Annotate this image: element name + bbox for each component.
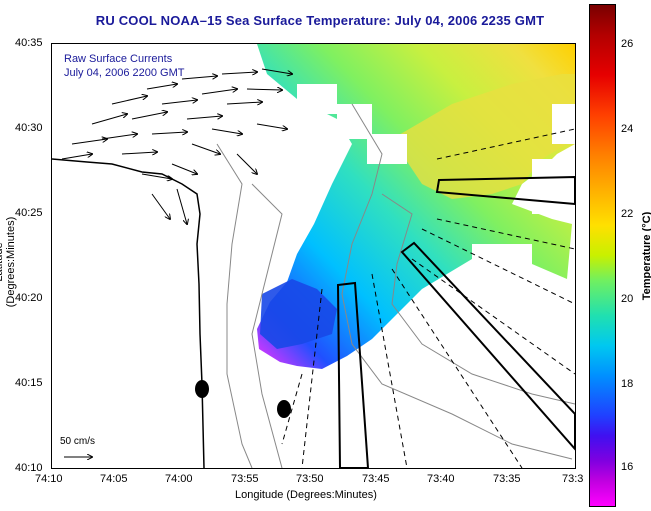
y-tick-label: 40:25 bbox=[15, 207, 43, 219]
legend-currents-date: July 04, 2006 2200 GMT bbox=[64, 67, 185, 79]
y-axis-label: Latitude (Degrees:Minutes) bbox=[0, 216, 17, 308]
y-tick-label: 40:30 bbox=[15, 122, 43, 134]
survey-boxes bbox=[336, 175, 575, 468]
station-marker bbox=[195, 380, 209, 398]
x-tick-label: 73:35 bbox=[493, 473, 521, 485]
coastline bbox=[52, 158, 205, 468]
x-tick-label: 73:40 bbox=[427, 473, 455, 485]
y-tick-label: 40:35 bbox=[15, 37, 43, 49]
x-tick-label: 73:3 bbox=[562, 473, 584, 485]
legend-currents-label: Raw Surface Currents bbox=[64, 53, 173, 65]
x-axis-label: Longitude (Degrees:Minutes) bbox=[235, 489, 377, 501]
x-tick-label: 74:05 bbox=[100, 473, 128, 485]
temperature-colorbar bbox=[589, 4, 616, 507]
y-tick-label: 40:20 bbox=[15, 292, 43, 304]
map-title: RU COOL NOAA–15 Sea Surface Temperature:… bbox=[95, 13, 545, 28]
bathymetry-contour-1 bbox=[216, 143, 253, 468]
x-tick-label: 73:55 bbox=[231, 473, 259, 485]
current-vectors bbox=[61, 68, 292, 224]
bathymetry-contour-2 bbox=[251, 183, 283, 468]
scale-bar-label: 50 cm/s bbox=[60, 436, 96, 447]
map-plot-area bbox=[51, 43, 576, 469]
colorbar-tick: 26 bbox=[621, 38, 634, 50]
station-marker bbox=[277, 400, 291, 418]
y-tick-label: 40:15 bbox=[15, 377, 43, 389]
sst-warm-patch bbox=[392, 74, 575, 199]
x-tick-label: 73:50 bbox=[296, 473, 324, 485]
colorbar-tick: 18 bbox=[621, 378, 634, 390]
colorbar-label: Temperature (°C) bbox=[641, 211, 651, 301]
colorbar-tick: 22 bbox=[621, 208, 634, 220]
bathymetry-contour-3 bbox=[341, 103, 573, 460]
x-tick-label: 73:45 bbox=[362, 473, 390, 485]
colorbar-tick: 24 bbox=[621, 123, 634, 135]
colorbar-tick: 20 bbox=[621, 293, 634, 305]
x-tick-label: 74:00 bbox=[165, 473, 193, 485]
sst-cold-core bbox=[260, 279, 337, 349]
transect-lines bbox=[281, 128, 575, 468]
colorbar-tick: 16 bbox=[621, 461, 634, 473]
bathymetry-contour-4 bbox=[381, 193, 575, 405]
y-tick-label: 40:10 bbox=[15, 462, 43, 474]
sst-map-svg bbox=[52, 44, 575, 468]
x-tick-label: 74:10 bbox=[35, 473, 63, 485]
